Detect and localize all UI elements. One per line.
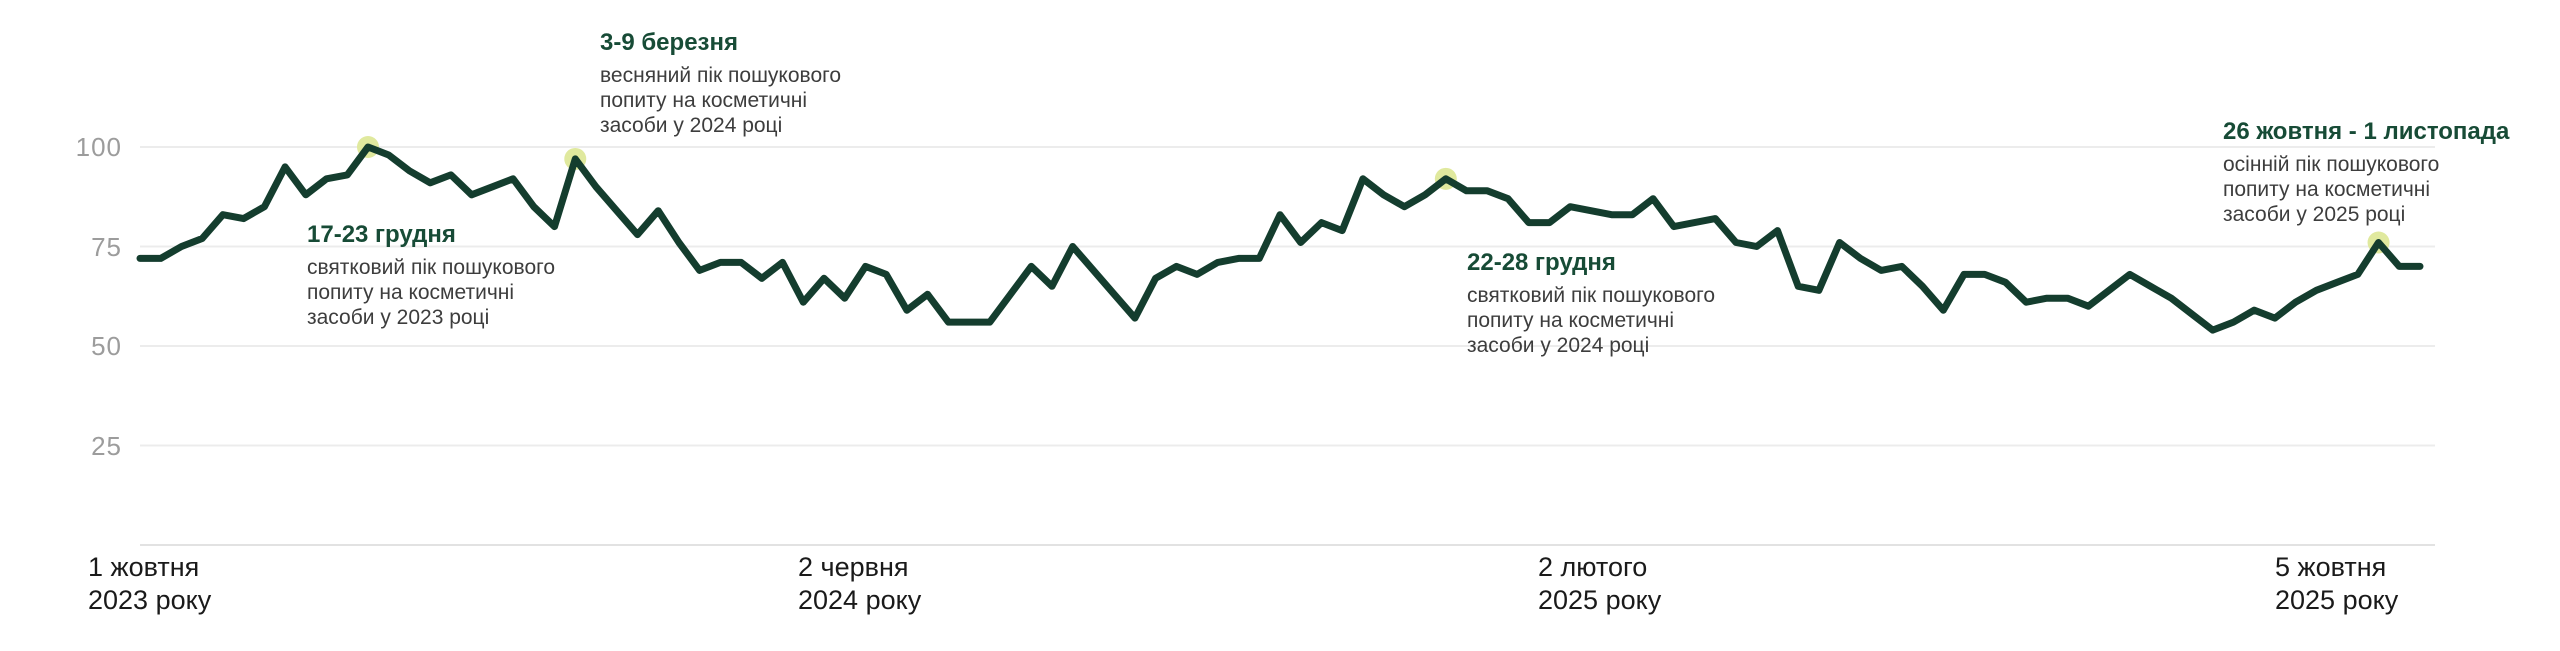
- annotation-body-line: засоби у 2025 році: [2223, 203, 2406, 226]
- x-tick-year: 2025 року: [1538, 585, 1662, 615]
- x-axis-tick-label-feb-2025: 2 лютого 2025 року: [1538, 551, 1661, 617]
- x-tick-date: 5 жовтня: [2275, 552, 2387, 582]
- annotation-body-line: святковий пік пошукового: [307, 256, 556, 279]
- x-tick-date: 1 жовтня: [88, 552, 200, 582]
- annotation-body-line: попиту на косметичні: [1467, 309, 1675, 332]
- annotation-body-line: осінній пік пошукового: [2223, 153, 2440, 176]
- x-tick-date: 2 червня: [798, 552, 909, 582]
- y-axis-tick-label-50: 50: [91, 331, 122, 361]
- y-axis-tick-label-100: 100: [75, 132, 122, 162]
- trend-line: [136, 143, 2424, 334]
- x-axis-tick-label-jun-2024: 2 червня 2024 року: [798, 551, 921, 617]
- x-axis-tick-label-oct-2023: 1 жовтня 2023 року: [88, 551, 211, 617]
- annotation-holiday-peak-2024: 22-28 грудня святковий пік пошукового по…: [1467, 250, 1715, 358]
- annotation-title: 22-28 грудня: [1467, 249, 1616, 276]
- annotation-body-line: засоби у 2024 році: [600, 114, 783, 137]
- annotation-body-line: попиту на косметичні: [600, 89, 808, 112]
- annotation-spring-peak-2024: 3-9 березня весняний пік пошукового попи…: [600, 30, 841, 138]
- annotation-autumn-peak-2025: 26 жовтня - 1 листопада осінній пік пошу…: [2223, 119, 2509, 227]
- annotation-body-line: засоби у 2024 році: [1467, 334, 1650, 357]
- y-axis-tick-label-75: 75: [91, 232, 122, 262]
- annotation-body-line: попиту на косметичні: [2223, 178, 2431, 201]
- annotation-body-line: святковий пік пошукового: [1467, 284, 1716, 307]
- annotation-body-line: попиту на косметичні: [307, 281, 515, 304]
- x-axis-tick-label-oct-2025: 5 жовтня 2025 року: [2275, 551, 2398, 617]
- y-axis-tick-label-25: 25: [91, 431, 122, 461]
- x-tick-date: 2 лютого: [1538, 552, 1648, 582]
- annotation-title: 3-9 березня: [600, 29, 738, 56]
- annotation-body-line: весняний пік пошукового: [600, 64, 841, 87]
- annotation-body-line: засоби у 2023 році: [307, 306, 490, 329]
- annotation-title: 17-23 грудня: [307, 221, 456, 248]
- annotation-title: 26 жовтня - 1 листопада: [2223, 118, 2510, 145]
- x-tick-year: 2024 року: [798, 585, 922, 615]
- x-tick-year: 2025 року: [2275, 585, 2399, 615]
- annotation-holiday-peak-2023: 17-23 грудня святковий пік пошукового по…: [307, 222, 555, 330]
- x-tick-year: 2023 року: [88, 585, 212, 615]
